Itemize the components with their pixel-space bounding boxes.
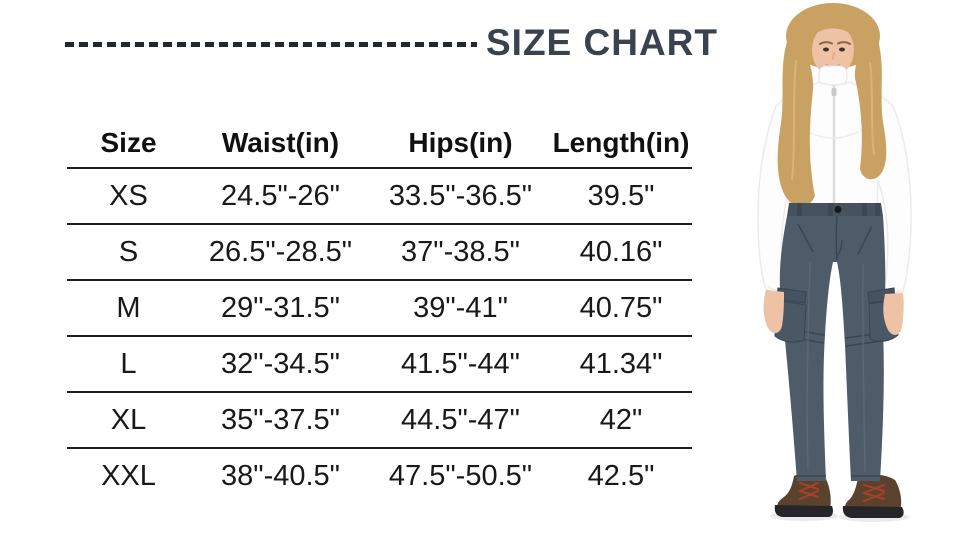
column-header-size: Size — [67, 119, 190, 169]
size-cell: L — [67, 336, 190, 393]
hips-cell: 39"-41" — [371, 280, 550, 337]
table-header-row: Size Waist(in) Hips(in) Length(in) — [67, 119, 692, 169]
size-cell: S — [67, 224, 190, 281]
model-collar — [818, 65, 848, 86]
size-cell: XXL — [101, 459, 156, 492]
hips-cell: 44.5"-47" — [371, 392, 550, 449]
waist-cell: 35"-37.5" — [190, 392, 371, 449]
model-face — [812, 24, 854, 76]
size-cell: M — [67, 280, 190, 337]
model-nose — [831, 51, 835, 60]
model-eye-right — [839, 47, 845, 52]
model-hand-left — [763, 290, 784, 334]
waist-cell: 32"-34.5" — [190, 336, 371, 393]
model-hair-strand-right — [854, 40, 887, 180]
table-row: XXL 38"-40.5" 47.5"-50.5" 42.5" — [67, 448, 692, 503]
model-pants — [774, 203, 899, 481]
waist-cell: 26.5"-28.5" — [190, 224, 371, 281]
column-header-hips: Hips(in) — [371, 119, 550, 169]
model-hands — [763, 290, 904, 336]
column-header-length: Length(in) — [550, 119, 692, 169]
hips-cell: 41.5"-44" — [371, 336, 550, 393]
waist-cell: 38"-40.5" — [221, 459, 340, 492]
size-chart-table: Size Waist(in) Hips(in) Length(in) XS 24… — [67, 119, 692, 503]
hips-cell: 47.5"-50.5" — [388, 459, 533, 492]
table-row: M 29"-31.5" 39"-41" 40.75" — [67, 280, 692, 337]
model-boots — [774, 473, 904, 518]
size-cell: XL — [67, 392, 190, 449]
boot-laces — [799, 482, 885, 502]
length-cell: 40.75" — [550, 280, 692, 337]
model-zipper-pull — [831, 88, 837, 96]
dashed-line-decoration — [65, 42, 477, 47]
model-eyebrows — [819, 41, 851, 45]
column-header-waist: Waist(in) — [190, 119, 371, 169]
model-eye-left — [823, 47, 829, 52]
model-hair-highlights — [791, 59, 875, 181]
table-row: L 32"-34.5" 41.5"-44" 41.34" — [67, 336, 692, 393]
table-row: S 26.5"-28.5" 37"-38.5" 40.16" — [67, 224, 692, 281]
boot-right-sole — [842, 506, 904, 518]
waist-cell: 29"-31.5" — [190, 280, 371, 337]
hips-cell: 37"-38.5" — [371, 224, 550, 281]
size-cell: XS — [67, 168, 190, 225]
boot-left-sole — [774, 505, 833, 517]
length-cell: 42.5" — [587, 459, 655, 492]
length-cell: 41.34" — [550, 336, 692, 393]
model-photo — [757, 3, 912, 522]
length-cell: 42" — [550, 392, 692, 449]
pants-body — [779, 216, 886, 481]
pants-belt-loops — [797, 203, 880, 216]
model-hair-front — [777, 19, 887, 207]
model-hair-fringe — [812, 19, 854, 42]
hips-cell: 33.5"-36.5" — [371, 168, 550, 225]
page-title: SIZE CHART — [486, 22, 718, 63]
boot-right-upper — [845, 474, 902, 510]
model-hand-right — [883, 293, 904, 336]
waist-cell: 24.5"-26" — [190, 168, 371, 225]
model-hair-strand-left — [777, 38, 815, 207]
pants-button — [834, 206, 842, 213]
length-cell: 40.16" — [550, 224, 692, 281]
table-row: XS 24.5"-26" 33.5"-36.5" 39.5" — [67, 168, 692, 225]
pants-crease-highlights — [806, 261, 866, 473]
length-cell: 39.5" — [550, 168, 692, 225]
table-row: XL 35"-37.5" 44.5"-47" 42" — [67, 392, 692, 449]
